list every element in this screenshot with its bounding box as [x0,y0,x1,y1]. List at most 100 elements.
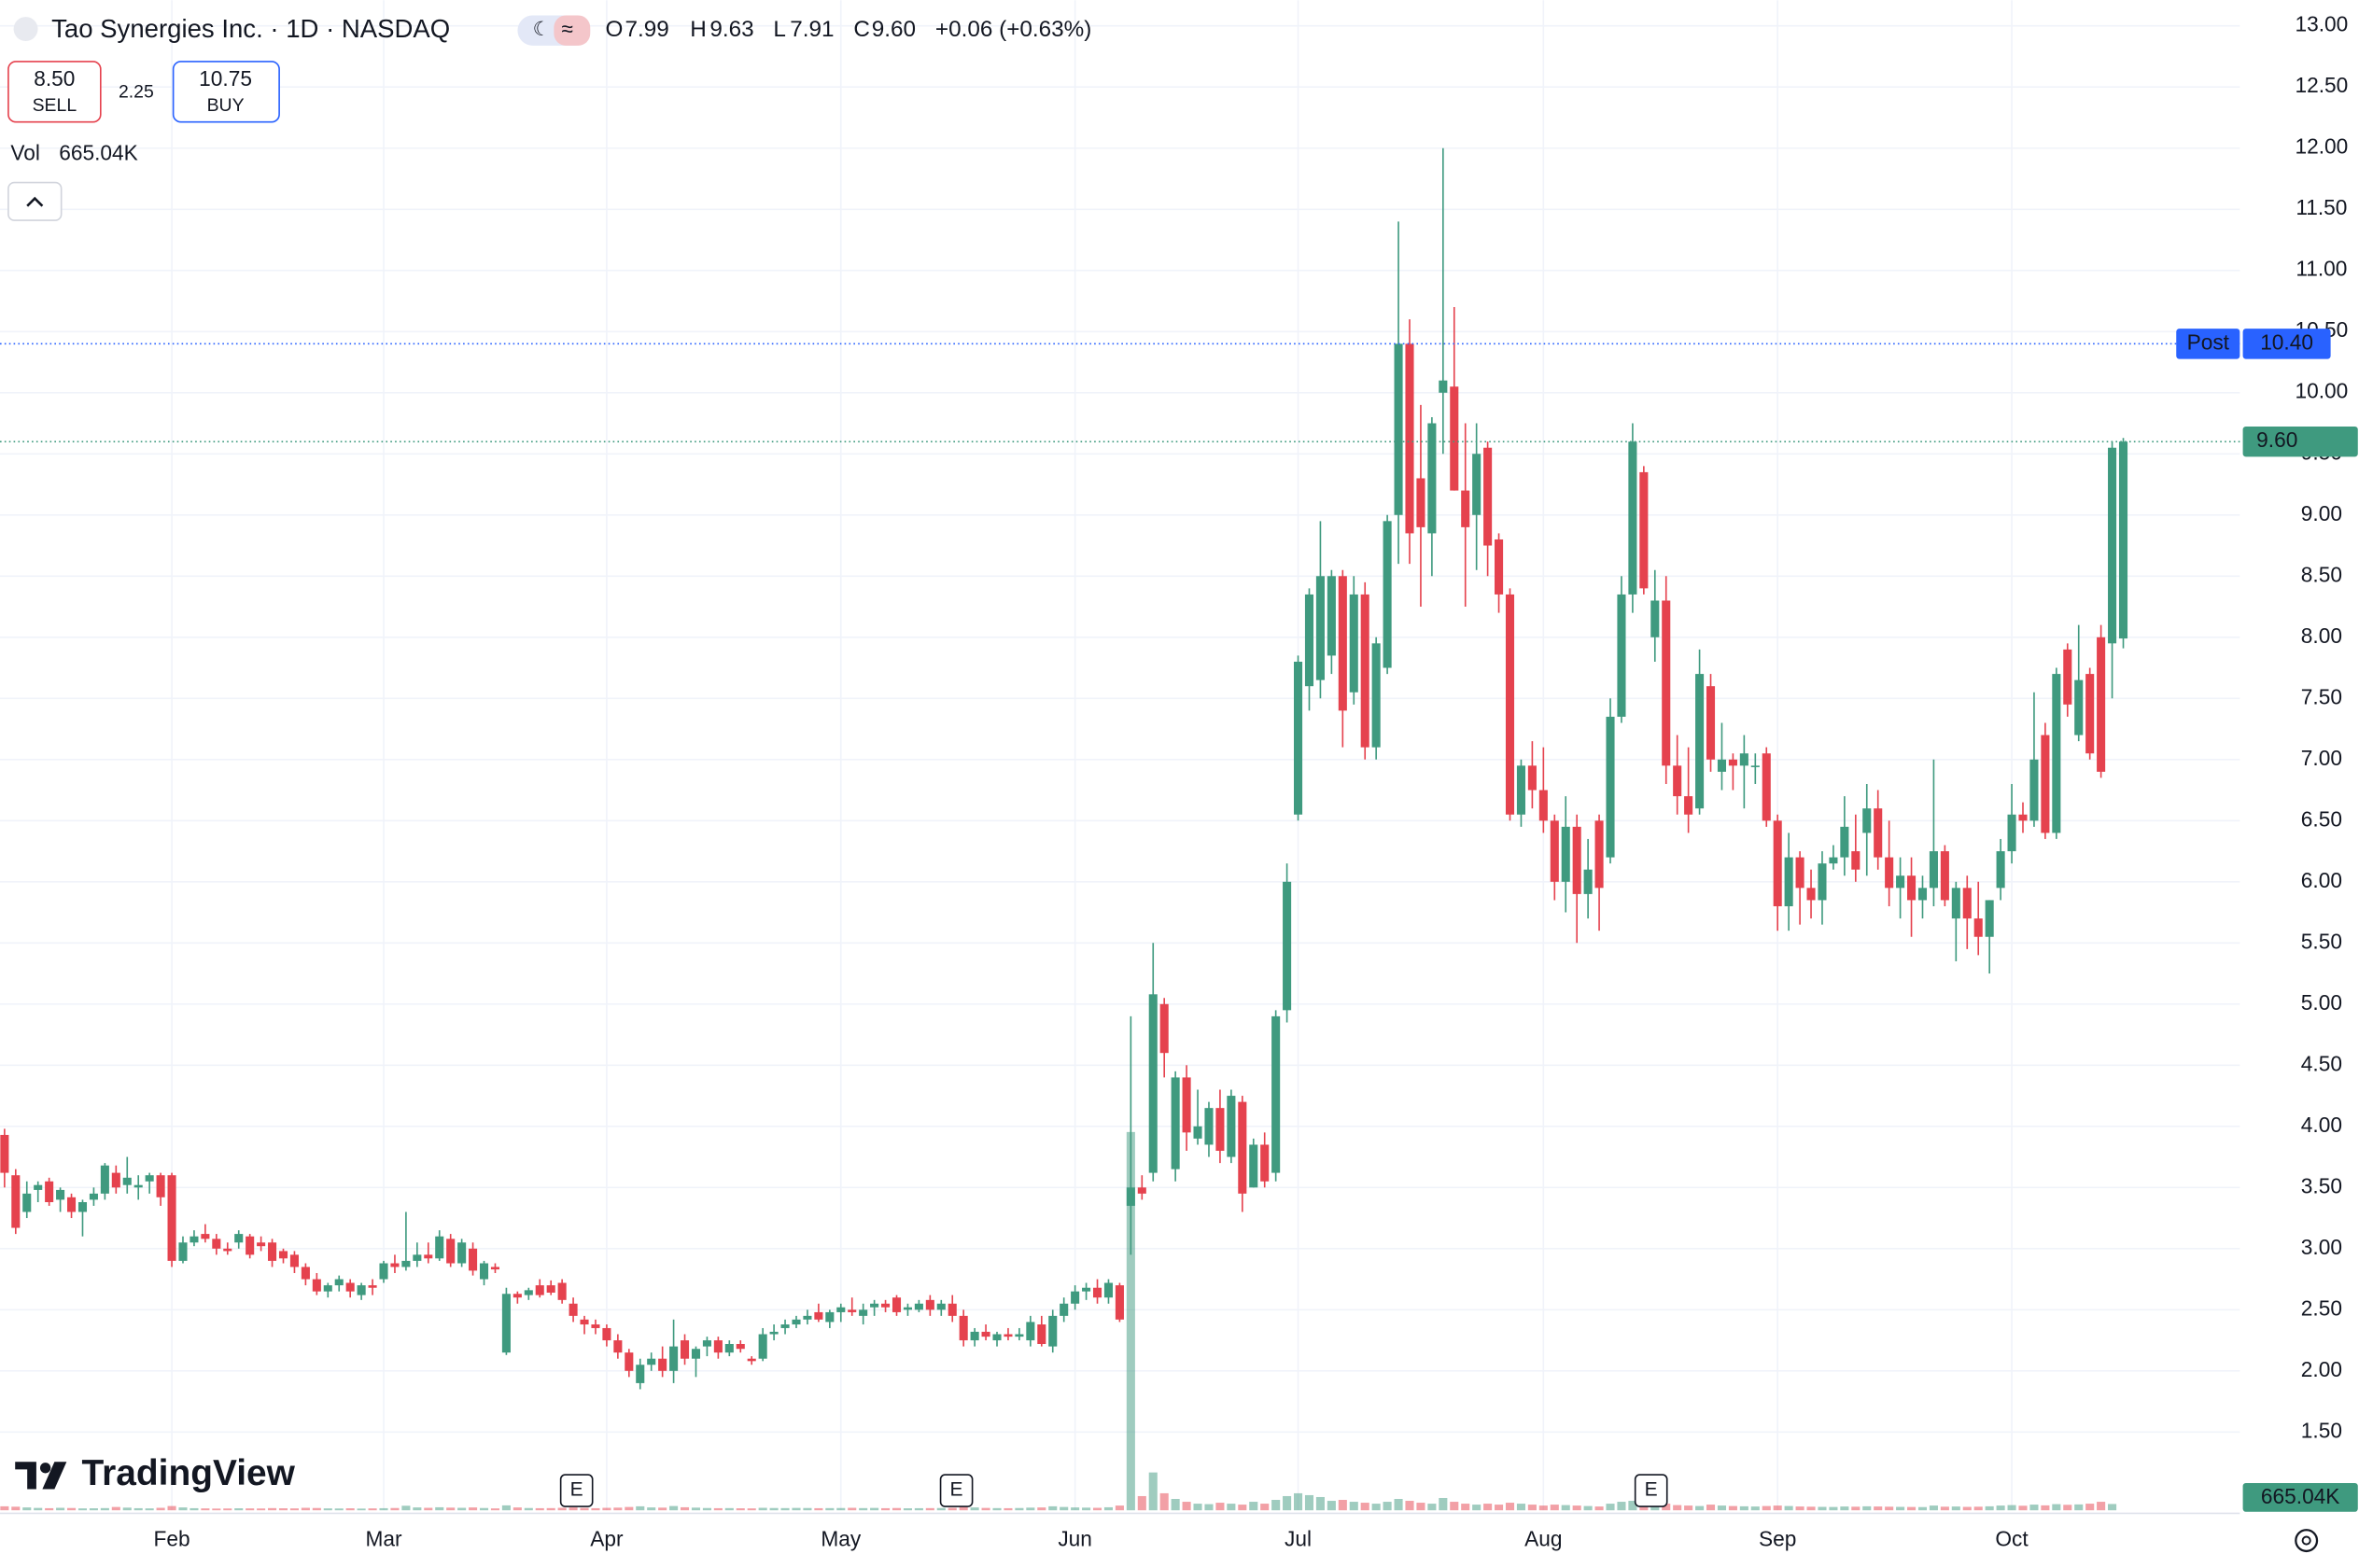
sell-button[interactable] [7,61,102,123]
volume-bar [1940,1506,1949,1511]
volume-bar [992,1507,1002,1511]
collapse-button[interactable] [7,181,63,221]
volume-bar [1148,1472,1158,1511]
candle-body [1371,643,1381,748]
candle-body [145,1175,154,1182]
event-box[interactable] [939,1474,974,1507]
volume-bar [1617,1502,1626,1511]
candle-body [814,1311,823,1320]
volume-bar [780,1507,790,1511]
candle-body [959,1315,968,1341]
candle-body [1227,1096,1236,1157]
volume-bar [201,1508,210,1511]
candle-body [45,1181,54,1203]
volume-bar [1137,1495,1146,1511]
volume-bar [1405,1501,1414,1511]
volume-bar [66,1507,77,1511]
x-tick-label: Apr [590,1527,624,1551]
volume-bar [1349,1502,1358,1511]
candle-body [1171,1077,1180,1169]
candle-body [1851,851,1860,870]
candle-body [301,1267,310,1280]
candle-body [1795,857,1804,889]
candle-body [1182,1077,1191,1133]
volume-bar [2108,1504,2117,1511]
volume-bar [1461,1504,1470,1511]
candle-body [2085,674,2095,754]
volume-bar [513,1507,522,1511]
volume-bar [1227,1504,1236,1511]
candle-body [77,1202,88,1212]
y-tick-label: 7.50 [2301,684,2342,708]
candle-body [1115,1285,1124,1320]
volume-bar [401,1505,411,1511]
y-tick-label: 12.50 [2295,73,2348,97]
volume-bar [1717,1505,1727,1511]
volume-bar [89,1508,98,1511]
volume-bar [691,1507,701,1511]
volume-bar [1538,1505,1548,1511]
volume-bar [1628,1501,1637,1511]
candle-body [11,1175,21,1228]
volume-bar [1862,1505,1872,1511]
candle-body [736,1343,745,1350]
volume-bar [1806,1506,1816,1511]
volume-bar [1874,1506,1883,1511]
candle-body [66,1197,77,1212]
event-box[interactable] [1634,1474,1668,1507]
volume-bar [167,1505,176,1511]
x-tick-label: Mar [365,1527,402,1551]
candle-body [1238,1101,1247,1194]
volume-bar [469,1507,478,1511]
candle-body [803,1315,812,1320]
candle-body [580,1319,589,1325]
volume-bar [1037,1507,1046,1511]
candle-body [1639,471,1649,589]
buy-button[interactable] [172,61,280,123]
event-label: E [570,1479,583,1501]
candle-body [1193,1126,1202,1139]
candle-body [424,1254,433,1259]
volume-bar [1929,1505,1938,1511]
candle-body [1929,851,1938,889]
volume-bar [1695,1505,1705,1511]
volume-bar [56,1507,65,1511]
event-box[interactable] [559,1474,594,1507]
volume-bar [379,1507,388,1511]
volume-bar [1896,1506,1905,1511]
candle-body [1416,478,1425,527]
x-tick-label: May [821,1527,862,1551]
candle-body [702,1340,711,1347]
candle-body [1561,826,1570,882]
candle-body [2018,814,2028,821]
candle-body [602,1327,611,1341]
candle-body [792,1319,801,1325]
volume-bar [1238,1505,1247,1511]
candle-body [89,1193,98,1200]
candle-body [1394,343,1403,515]
volume-bar [1304,1494,1314,1511]
data-badge[interactable] [554,15,591,46]
volume-bar [1271,1500,1281,1511]
candle-body [1283,881,1292,1011]
candle-body [133,1184,143,1188]
y-tick-label: 8.00 [2301,623,2342,648]
volume-bar [424,1507,433,1511]
volume-bar [1338,1500,1347,1511]
candle-body [1572,826,1581,894]
candle-body [546,1285,555,1293]
volume-bar [1495,1505,1504,1511]
volume-bar [1885,1506,1894,1511]
volume-bar [289,1508,299,1511]
volume-bar [848,1507,857,1511]
volume-badge-label: 665.04K [2261,1484,2340,1508]
settings-icon[interactable] [2295,1529,2319,1553]
candle-body [1594,820,1604,889]
candle-body [2052,674,2061,833]
volume-bar [1684,1505,1693,1511]
volume-bar [1126,1131,1135,1511]
volume-bar [724,1507,734,1511]
candle-body [278,1251,288,1259]
candle-body [1538,790,1548,821]
volume-bar [814,1507,823,1511]
